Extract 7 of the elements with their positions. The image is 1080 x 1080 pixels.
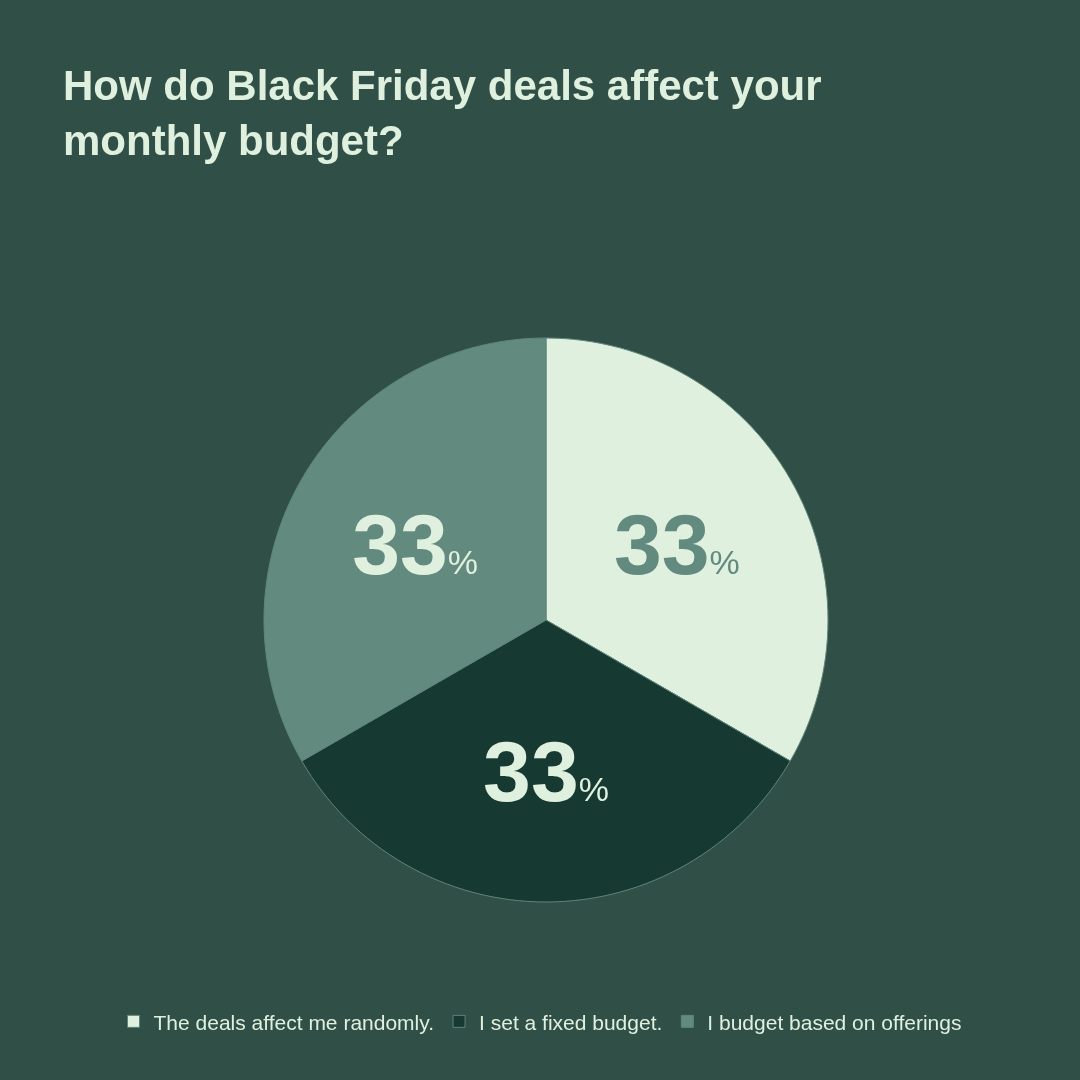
data-label: 33% (613, 496, 740, 593)
legend-label: I budget based on offerings (707, 1010, 962, 1034)
legend-label: I set a fixed budget. (479, 1010, 663, 1034)
data-label: 33% (352, 496, 479, 593)
data-label: 33% (483, 723, 609, 820)
chart-title: How do Black Friday deals affect your monthly budget? (63, 62, 834, 164)
legend-label: The deals affect me randomly. (153, 1010, 435, 1034)
